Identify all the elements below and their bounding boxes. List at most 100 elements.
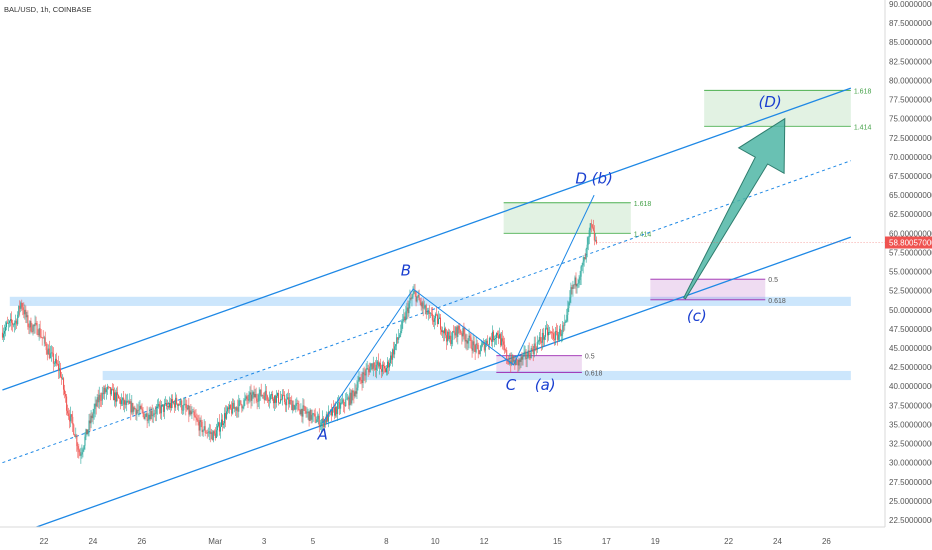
time-tick-label: 24 bbox=[88, 537, 97, 546]
candle-body bbox=[342, 399, 344, 403]
candle-body bbox=[45, 343, 47, 351]
candle-body bbox=[550, 331, 552, 333]
candle-body bbox=[435, 314, 437, 315]
candle-body bbox=[459, 329, 461, 333]
candle-body bbox=[147, 419, 149, 421]
candle-body bbox=[62, 378, 64, 379]
candle-body bbox=[103, 387, 105, 395]
candle-body bbox=[61, 376, 63, 379]
candle-body bbox=[175, 397, 177, 408]
candle-body bbox=[293, 404, 295, 410]
candle-body bbox=[332, 407, 334, 416]
time-axis[interactable]: 22 24 26 Mar 3 5 8 10 12 15 17 19 22 24 26 bbox=[0, 526, 932, 550]
candle-body bbox=[270, 394, 272, 396]
candle-body bbox=[372, 362, 374, 370]
time-tick-label: 26 bbox=[822, 537, 831, 546]
price-axis[interactable]: 90.00000000 87.50000000 85.00000000 82.5000… bbox=[596, 0, 932, 550]
candle-body bbox=[490, 339, 492, 342]
candle-body bbox=[481, 343, 483, 346]
candle-body bbox=[552, 332, 554, 334]
wave-label-1: B bbox=[401, 261, 411, 279]
candle-body bbox=[107, 386, 109, 388]
candle-body bbox=[370, 363, 372, 367]
candle-body bbox=[86, 429, 88, 435]
candle-body bbox=[200, 420, 202, 422]
candle-body bbox=[386, 367, 388, 373]
candle-body bbox=[54, 358, 56, 364]
candle-body bbox=[474, 345, 476, 352]
price-tick-label: 77.50000000 bbox=[889, 96, 932, 105]
candle-body bbox=[30, 321, 32, 332]
candle-body bbox=[566, 314, 568, 321]
candle-body bbox=[23, 309, 25, 315]
candle-body bbox=[409, 297, 411, 304]
candle-body bbox=[543, 336, 545, 340]
candle-body bbox=[546, 327, 548, 336]
trendline-channel-upper bbox=[2, 87, 852, 391]
candle-body bbox=[456, 327, 458, 337]
candle-body bbox=[588, 230, 590, 238]
candle-body bbox=[442, 330, 444, 333]
candle-body bbox=[305, 411, 307, 414]
candle-body bbox=[2, 333, 4, 338]
price-tick-label: 27.50000000 bbox=[889, 478, 932, 487]
candle-body bbox=[266, 395, 268, 400]
price-tick-label: 72.50000000 bbox=[889, 134, 932, 143]
time-tick-label: 24 bbox=[773, 537, 782, 546]
candle-body bbox=[382, 364, 384, 367]
candle-body bbox=[16, 320, 18, 325]
candle-body bbox=[316, 419, 318, 423]
candle-body bbox=[250, 392, 252, 401]
candle-body bbox=[534, 343, 536, 349]
candle-body bbox=[426, 313, 428, 315]
candle-body bbox=[176, 397, 178, 404]
candle-body bbox=[135, 408, 137, 415]
wave-label-5: (c) bbox=[687, 307, 707, 325]
candle-body bbox=[415, 291, 417, 302]
candle-body bbox=[217, 422, 219, 426]
candle-body bbox=[302, 405, 304, 417]
candle-body bbox=[313, 413, 315, 414]
candle-body bbox=[356, 387, 358, 394]
candle-body bbox=[89, 420, 91, 424]
projection-arrow-shape bbox=[683, 117, 786, 300]
candle-body bbox=[244, 398, 246, 401]
candle-body bbox=[511, 355, 513, 365]
candle-body bbox=[486, 340, 488, 345]
candle-body bbox=[306, 412, 308, 414]
candle-body bbox=[174, 402, 176, 408]
candle-body bbox=[328, 411, 330, 413]
candle-body bbox=[403, 316, 405, 320]
candle-body bbox=[310, 409, 312, 420]
candle-body bbox=[14, 322, 16, 325]
candle-body bbox=[52, 353, 54, 364]
candle-body bbox=[429, 313, 431, 314]
last-price-badge bbox=[885, 236, 932, 249]
candle-body bbox=[517, 359, 519, 366]
candle-body bbox=[3, 330, 5, 334]
candle-body bbox=[307, 411, 309, 413]
candle-body bbox=[542, 332, 544, 340]
candle-body bbox=[172, 399, 174, 403]
price-tick-label: 62.50000000 bbox=[889, 210, 932, 219]
candle-body bbox=[108, 386, 110, 388]
candle-body bbox=[369, 366, 371, 373]
candle-body bbox=[208, 431, 210, 433]
candle-body bbox=[251, 394, 253, 401]
candle-body bbox=[257, 401, 259, 402]
candle-body bbox=[471, 348, 473, 351]
candle-body bbox=[163, 404, 165, 412]
price-tick-label: 55.00000000 bbox=[889, 268, 932, 277]
candle-body bbox=[298, 403, 300, 411]
candle-body bbox=[271, 394, 273, 400]
candle-body bbox=[133, 407, 135, 412]
candle-body bbox=[506, 350, 508, 360]
candle-body bbox=[454, 332, 456, 336]
candle-body bbox=[346, 398, 348, 400]
candle-body bbox=[28, 326, 30, 328]
candle-body bbox=[104, 387, 106, 393]
candle-body bbox=[127, 400, 129, 402]
candle-body bbox=[255, 394, 257, 399]
candle-body bbox=[363, 372, 365, 375]
